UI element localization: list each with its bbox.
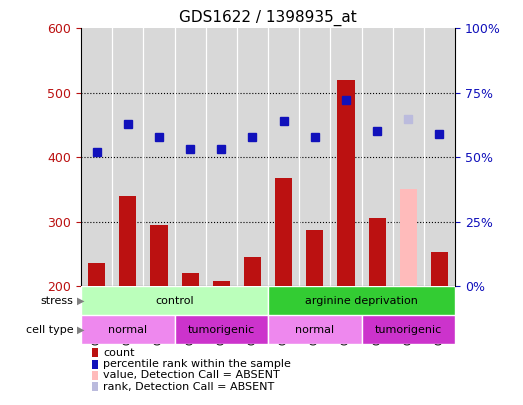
Text: value, Detection Call = ABSENT: value, Detection Call = ABSENT (103, 371, 280, 380)
Bar (306, 230, 323, 286)
Bar (181, 273, 199, 286)
Text: tumorigenic: tumorigenic (374, 325, 442, 335)
Text: percentile rank within the sample: percentile rank within the sample (103, 359, 291, 369)
Text: rank, Detection Call = ABSENT: rank, Detection Call = ABSENT (103, 382, 275, 392)
Bar (175, 315, 268, 344)
Text: count: count (103, 348, 135, 358)
Text: normal: normal (295, 325, 334, 335)
Bar (244, 257, 261, 286)
Bar (337, 80, 355, 286)
Bar (213, 281, 230, 286)
Bar (369, 218, 385, 286)
Text: ▶: ▶ (77, 296, 84, 305)
Text: control: control (155, 296, 194, 305)
Title: GDS1622 / 1398935_at: GDS1622 / 1398935_at (179, 9, 357, 26)
Text: cell type: cell type (26, 325, 73, 335)
Text: stress: stress (40, 296, 73, 305)
Bar (119, 196, 137, 286)
Bar (275, 178, 292, 286)
Bar (151, 225, 167, 286)
Bar (81, 286, 268, 315)
Text: tumorigenic: tumorigenic (188, 325, 255, 335)
Bar (431, 252, 448, 286)
Text: normal: normal (108, 325, 147, 335)
Bar (88, 263, 105, 286)
Text: ▶: ▶ (77, 325, 84, 335)
Bar (268, 315, 361, 344)
Bar (361, 315, 455, 344)
Bar (81, 315, 175, 344)
Bar (268, 286, 455, 315)
Bar (400, 189, 417, 286)
Text: arginine deprivation: arginine deprivation (305, 296, 418, 305)
